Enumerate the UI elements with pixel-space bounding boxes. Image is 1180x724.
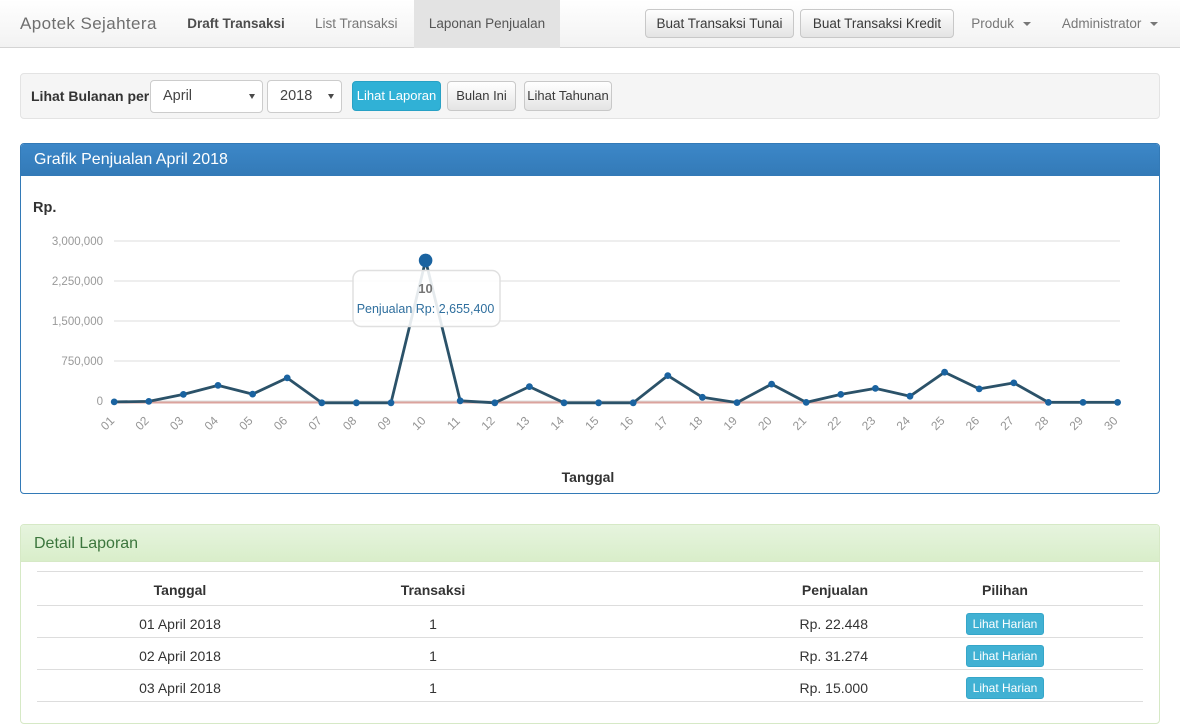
svg-text:05: 05: [236, 413, 256, 433]
svg-text:1,500,000: 1,500,000: [52, 316, 103, 328]
svg-text:Tanggal: Tanggal: [562, 469, 615, 485]
svg-text:12: 12: [478, 413, 498, 433]
svg-text:3,000,000: 3,000,000: [52, 236, 103, 248]
svg-text:21: 21: [790, 413, 810, 433]
svg-text:29: 29: [1067, 413, 1087, 433]
svg-text:750,000: 750,000: [61, 356, 103, 368]
svg-text:0: 0: [97, 396, 103, 408]
svg-text:28: 28: [1032, 413, 1052, 433]
svg-text:01: 01: [98, 413, 118, 433]
svg-text:26: 26: [963, 413, 983, 433]
svg-text:23: 23: [859, 413, 879, 433]
svg-text:20: 20: [755, 413, 775, 433]
svg-text:16: 16: [617, 413, 637, 433]
svg-text:14: 14: [548, 413, 568, 433]
svg-text:25: 25: [928, 413, 948, 433]
svg-text:24: 24: [894, 413, 914, 433]
svg-text:19: 19: [721, 413, 741, 433]
svg-text:15: 15: [582, 413, 602, 433]
svg-text:22: 22: [824, 413, 844, 433]
svg-text:10: 10: [409, 413, 429, 433]
svg-text:11: 11: [444, 414, 463, 433]
svg-text:06: 06: [271, 413, 291, 433]
svg-text:04: 04: [202, 413, 222, 433]
svg-text:13: 13: [513, 413, 533, 433]
svg-text:30: 30: [1101, 413, 1121, 433]
svg-text:17: 17: [651, 413, 671, 433]
svg-text:2,250,000: 2,250,000: [52, 276, 103, 288]
svg-text:18: 18: [686, 413, 706, 433]
svg-text:27: 27: [997, 413, 1017, 433]
svg-text:Penjualan Rp: 2,655,400: Penjualan Rp: 2,655,400: [357, 302, 495, 316]
svg-text:07: 07: [305, 413, 325, 433]
svg-text:02: 02: [132, 413, 152, 433]
svg-text:09: 09: [375, 413, 395, 433]
svg-text:10: 10: [418, 281, 432, 296]
svg-text:08: 08: [340, 413, 360, 433]
svg-text:Rp.: Rp.: [33, 200, 56, 216]
svg-text:03: 03: [167, 413, 187, 433]
